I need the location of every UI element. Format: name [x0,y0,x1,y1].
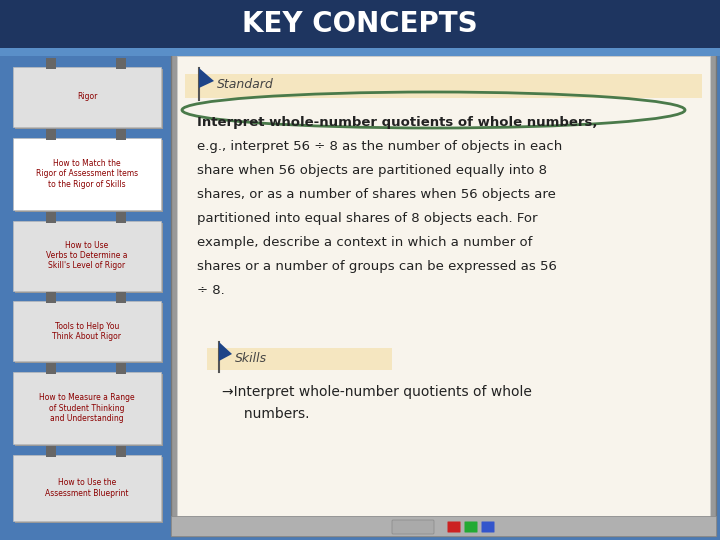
FancyBboxPatch shape [116,212,126,222]
FancyBboxPatch shape [464,522,477,532]
FancyBboxPatch shape [171,50,716,536]
Text: partitioned into equal shares of 8 objects each. For: partitioned into equal shares of 8 objec… [197,212,538,225]
FancyBboxPatch shape [392,520,434,534]
FancyBboxPatch shape [46,129,56,140]
FancyBboxPatch shape [46,446,56,457]
Text: numbers.: numbers. [222,407,310,421]
Text: How to Measure a Range
of Student Thinking
and Understanding: How to Measure a Range of Student Thinki… [39,393,135,423]
Text: How to Use the
Assessment Blueprint: How to Use the Assessment Blueprint [45,478,129,498]
Text: shares, or as a number of shares when 56 objects are: shares, or as a number of shares when 56… [197,188,556,201]
Text: example, describe a context in which a number of: example, describe a context in which a n… [197,236,532,249]
FancyBboxPatch shape [171,516,716,536]
FancyBboxPatch shape [116,129,126,140]
Text: shares or a number of groups can be expressed as 56: shares or a number of groups can be expr… [197,260,557,273]
FancyBboxPatch shape [15,303,163,363]
Text: ÷ 8.: ÷ 8. [197,284,225,297]
FancyBboxPatch shape [13,455,161,521]
FancyBboxPatch shape [15,457,163,523]
Text: Skills: Skills [235,352,267,365]
Text: →Interpret whole-number quotients of whole: →Interpret whole-number quotients of who… [222,385,532,399]
FancyBboxPatch shape [185,74,702,98]
Text: Rigor: Rigor [77,92,97,102]
Polygon shape [199,68,214,88]
FancyBboxPatch shape [46,58,56,69]
FancyBboxPatch shape [13,67,161,127]
Text: KEY CONCEPTS: KEY CONCEPTS [242,10,478,38]
FancyBboxPatch shape [46,212,56,222]
FancyBboxPatch shape [13,138,161,210]
Text: share when 56 objects are partitioned equally into 8: share when 56 objects are partitioned eq… [197,164,547,177]
Text: How to Use
Verbs to Determine a
Skill's Level of Rigor: How to Use Verbs to Determine a Skill's … [46,241,127,271]
FancyBboxPatch shape [46,293,56,303]
Text: Tools to Help You
Think About Rigor: Tools to Help You Think About Rigor [53,322,122,341]
FancyBboxPatch shape [207,348,392,370]
FancyBboxPatch shape [116,293,126,303]
Text: e.g., interpret 56 ÷ 8 as the number of objects in each: e.g., interpret 56 ÷ 8 as the number of … [197,140,562,153]
FancyBboxPatch shape [482,522,495,532]
Text: Standard: Standard [217,78,274,91]
FancyBboxPatch shape [116,363,126,374]
FancyBboxPatch shape [13,220,161,291]
FancyBboxPatch shape [0,48,720,56]
Text: How to Match the
Rigor of Assessment Items
to the Rigor of Skills: How to Match the Rigor of Assessment Ite… [36,159,138,188]
FancyBboxPatch shape [13,372,161,444]
FancyBboxPatch shape [0,0,720,48]
FancyBboxPatch shape [15,140,163,212]
Polygon shape [219,342,232,361]
FancyBboxPatch shape [15,374,163,446]
FancyBboxPatch shape [15,69,163,129]
FancyBboxPatch shape [13,301,161,361]
FancyBboxPatch shape [116,446,126,457]
FancyBboxPatch shape [46,363,56,374]
FancyBboxPatch shape [448,522,461,532]
FancyBboxPatch shape [116,58,126,69]
Text: Interpret whole-number quotients of whole numbers,: Interpret whole-number quotients of whol… [197,116,598,129]
FancyBboxPatch shape [177,56,710,516]
FancyBboxPatch shape [15,222,163,293]
